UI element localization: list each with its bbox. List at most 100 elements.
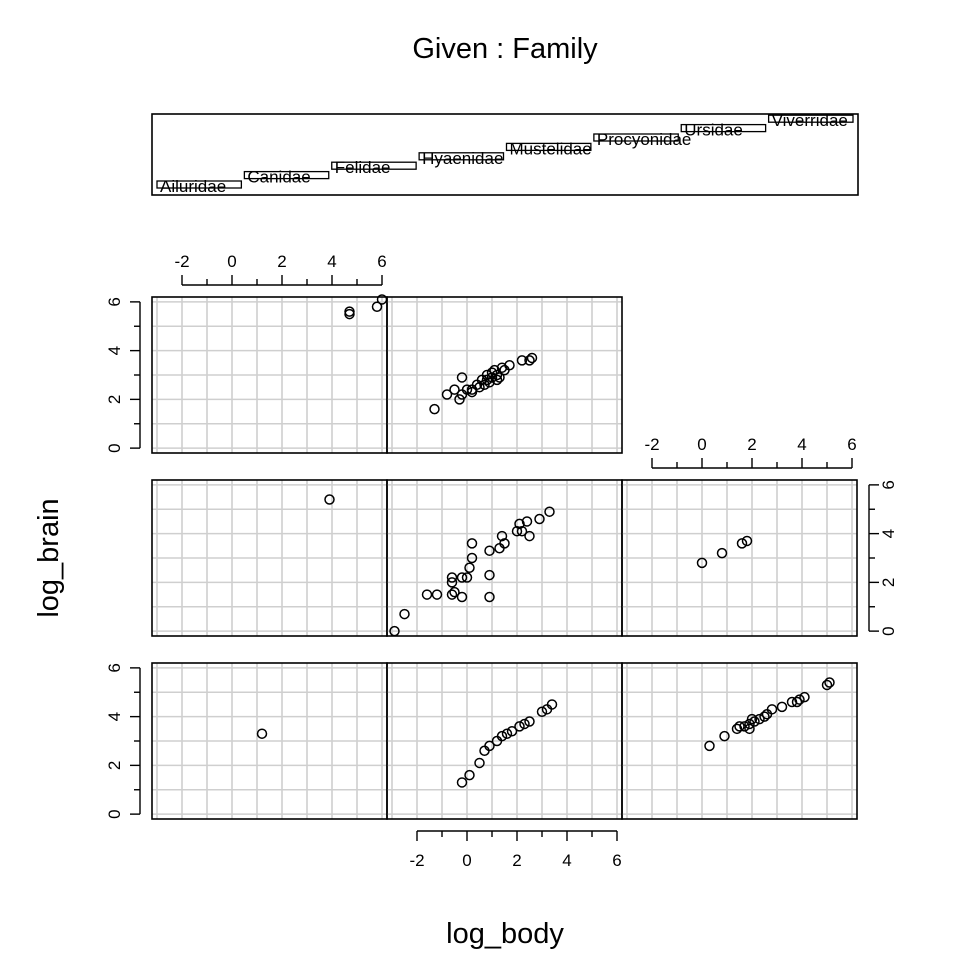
data-point [516,355,528,366]
panel-hyaenidae [151,479,388,637]
data-point [446,577,458,588]
y-tick-label: 6 [105,297,124,306]
data-point [731,723,743,735]
given-level-label: Canidae [247,168,310,187]
data-point [431,589,443,600]
data-point [776,701,788,713]
data-point [499,538,510,549]
panel-viverridae [386,296,623,454]
y-tick-label: 4 [105,712,124,721]
data-point [754,713,765,725]
data-point [256,728,268,739]
x-tick-label: 0 [697,435,706,454]
x-tick-label: -2 [409,851,424,870]
data-point [544,506,555,517]
given-panel-border [151,113,859,196]
data-point [534,513,545,525]
y-tick-label: 2 [879,578,898,587]
x-axis-top-right: -2 0 2 4 6 [644,435,857,469]
given-level-label: Felidae [335,158,391,177]
data-point [696,557,708,569]
x-tick-label: 6 [377,252,386,271]
x-tick-label: 6 [612,851,621,870]
data-point [484,545,495,556]
y-axis-top-left: 0 2 4 6 [105,297,141,453]
data-point [464,769,475,781]
panel-canidae [386,662,623,820]
data-point [484,569,495,581]
y-tick-label: 4 [879,529,898,538]
data-point [461,572,473,583]
data-point [791,696,803,708]
data-point [734,721,745,732]
given-level-label: Ailuridae [160,177,226,196]
panel-border [386,296,623,454]
data-point [794,694,805,705]
data-point [506,726,518,737]
axes: -2 0 2 4 6 -2 0 2 4 6 -2 0 2 4 6 0 2 4 6 0 2 4 6 0 2 4 6 [105,252,898,870]
data-point [511,525,523,537]
x-tick-label: 4 [562,851,571,870]
data-point [514,721,525,732]
given-level-box [593,133,679,142]
x-axis-top-left: -2 0 2 4 6 [174,252,387,286]
data-point [494,372,505,383]
chart-title: Given : Family [412,33,598,65]
y-tick-label: 6 [105,663,124,672]
data-point [484,377,495,388]
panel-ailuridae [151,662,388,820]
data-point [484,740,495,752]
data-point [719,730,730,742]
data-point [536,706,548,717]
data-point [456,591,468,603]
data-point [736,538,748,549]
data-point [486,367,498,378]
panel-felidae [621,662,858,820]
y-tick-label: 0 [105,443,124,452]
data-point [464,562,475,573]
x-tick-label: 4 [327,252,336,271]
data-point [486,372,498,383]
data-point [546,699,558,710]
data-point [496,730,508,742]
y-tick-label: 6 [879,480,898,489]
data-point [744,718,755,730]
data-point [496,362,508,373]
data-point [449,384,460,395]
given-level-box [243,170,330,180]
data-point [716,547,728,559]
data-point [759,711,770,722]
data-point [526,352,538,364]
data-point [474,381,485,393]
x-tick-label: -2 [644,435,659,454]
y-tick-label: 4 [105,346,124,355]
data-point [514,518,525,530]
x-tick-label: 2 [747,435,756,454]
y-tick-label: 0 [105,809,124,818]
given-level-box [767,114,854,123]
data-point [466,538,478,549]
data-point [484,591,495,603]
given-level-label: Mustelidae [510,139,592,158]
data-point [491,369,503,381]
data-point [749,716,760,727]
panel-ursidae [151,294,388,454]
data-point [524,716,535,727]
x-tick-label: 6 [847,435,856,454]
data-point [704,740,715,752]
data-point [741,535,753,547]
x-axis-bottom: -2 0 2 4 6 [409,830,622,870]
data-point [446,572,458,583]
panel-border [621,479,858,637]
given-level-box [680,123,767,133]
data-point [481,374,493,386]
given-level-label: Viverridae [772,111,848,130]
data-point [449,586,460,598]
data-point [824,677,835,688]
data-point [466,552,478,564]
data-point [491,374,503,386]
data-point [421,589,433,600]
given-level-label: Ursidae [684,121,743,140]
data-point [344,308,355,320]
